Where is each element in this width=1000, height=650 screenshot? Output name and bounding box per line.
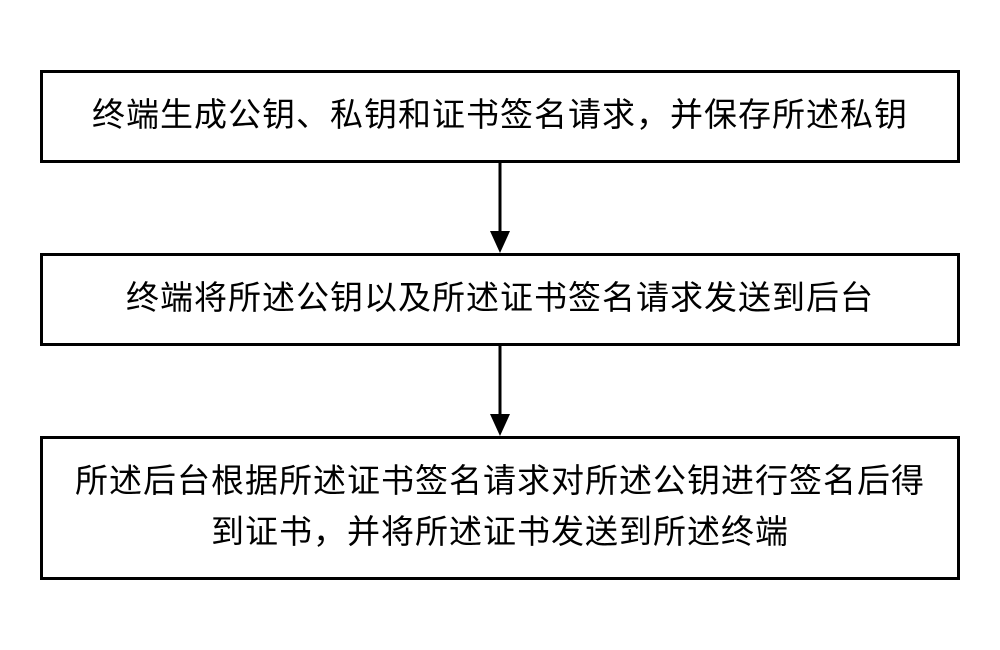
node-text-step1: 终端生成公钥、私钥和证书签名请求，并保存所述私钥: [92, 91, 908, 142]
flowchart-node-step1: 终端生成公钥、私钥和证书签名请求，并保存所述私钥: [40, 70, 960, 163]
flowchart-container: 终端生成公钥、私钥和证书签名请求，并保存所述私钥 终端将所述公钥以及所述证书签名…: [40, 70, 960, 581]
node-text-step3: 所述后台根据所述证书签名请求对所述公钥进行签名后得到证书，并将所述证书发送到所述…: [73, 457, 927, 559]
node-text-step2: 终端将所述公钥以及所述证书签名请求发送到后台: [126, 274, 874, 325]
arrow-down-icon: [480, 163, 520, 253]
arrow-2-to-3: [480, 346, 520, 436]
flowchart-node-step3: 所述后台根据所述证书签名请求对所述公钥进行签名后得到证书，并将所述证书发送到所述…: [40, 436, 960, 580]
arrow-down-icon: [480, 346, 520, 436]
flowchart-node-step2: 终端将所述公钥以及所述证书签名请求发送到后台: [40, 253, 960, 346]
arrow-1-to-2: [480, 163, 520, 253]
